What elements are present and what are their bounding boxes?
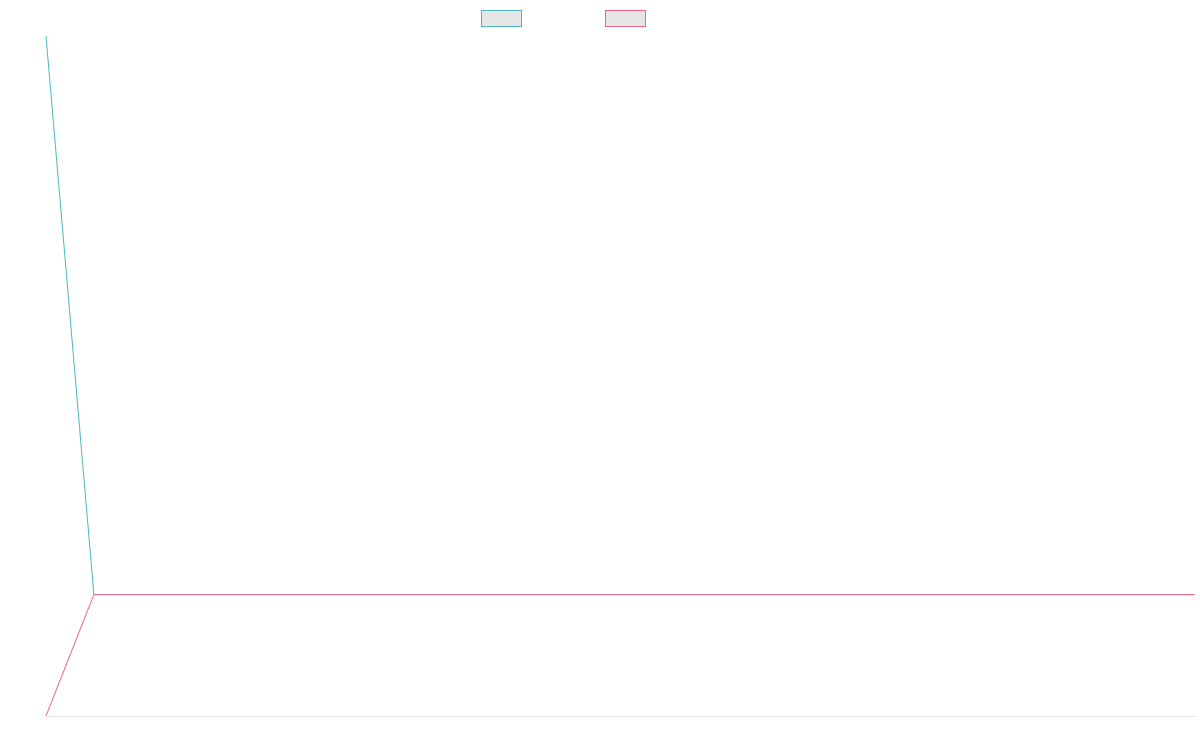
legend-item-2[interactable] <box>605 10 646 27</box>
plot-area <box>45 35 1195 717</box>
legend-item-1[interactable] <box>481 10 522 27</box>
legend-swatch-2[interactable] <box>605 10 646 27</box>
series-2-line <box>45 594 1195 717</box>
series-1-line <box>45 35 1195 596</box>
series-layer <box>45 35 1195 717</box>
chart-legend[interactable] <box>481 10 646 27</box>
legend-swatch-1[interactable] <box>481 10 522 27</box>
